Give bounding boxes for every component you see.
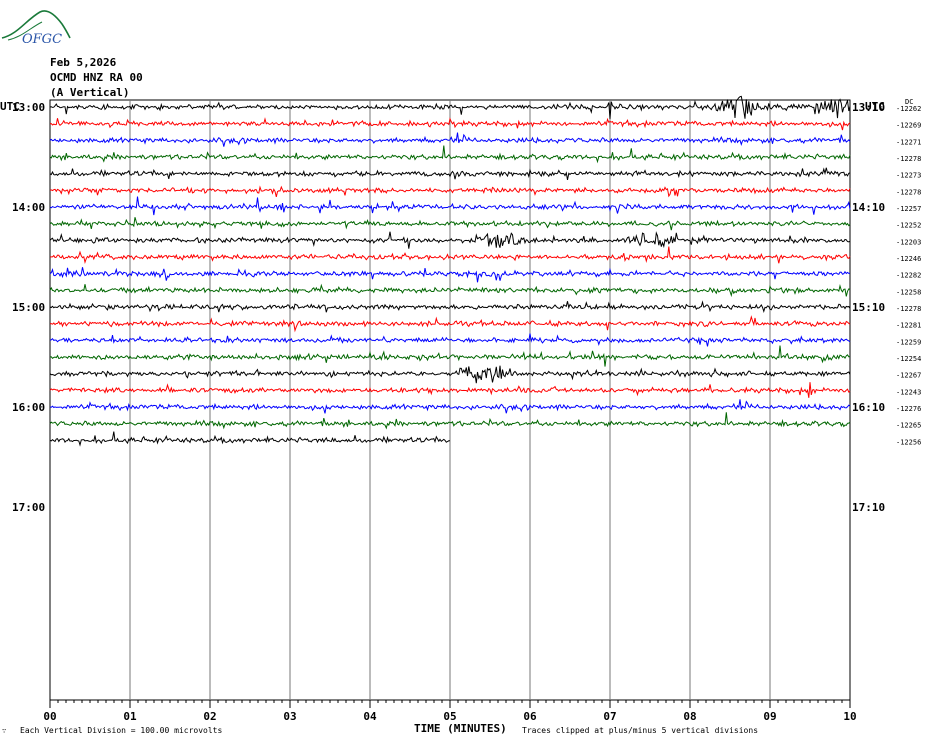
corner-mark: ∵ bbox=[2, 727, 7, 735]
dc-offset-label: -12252 bbox=[896, 222, 921, 230]
seismic-trace-row bbox=[49, 315, 851, 333]
right-hour-label: 16:10 bbox=[852, 401, 885, 414]
dc-offset-label: -12278 bbox=[896, 305, 921, 313]
seismic-trace-row bbox=[49, 283, 851, 298]
right-timezone-label: UTC bbox=[865, 100, 885, 113]
dc-offset-label: -12243 bbox=[896, 388, 921, 396]
x-tick-label: 10 bbox=[843, 710, 856, 723]
x-tick-label: 03 bbox=[283, 710, 296, 723]
left-hour-label: 16:00 bbox=[12, 401, 45, 414]
dc-offset-label: -12278 bbox=[896, 155, 921, 163]
seismic-trace-row bbox=[49, 246, 851, 265]
seismic-trace-row bbox=[49, 382, 851, 398]
ofgc-logo-icon: OFGC bbox=[1, 10, 71, 46]
x-tick-label: 02 bbox=[203, 710, 216, 723]
left-hour-label: 14:00 bbox=[12, 201, 45, 214]
seismic-trace-row bbox=[49, 167, 851, 180]
seismic-trace-row bbox=[49, 117, 851, 131]
left-hour-label: 15:00 bbox=[12, 301, 45, 314]
seismic-trace-row bbox=[49, 267, 850, 283]
x-tick-label: 07 bbox=[603, 710, 616, 723]
right-hour-label: 17:10 bbox=[852, 501, 885, 514]
dc-offset-label: -12257 bbox=[896, 205, 921, 213]
station-name: OCMD HNZ RA 00 bbox=[50, 71, 143, 84]
dc-offset-label: -12259 bbox=[896, 338, 921, 346]
plot-date: Feb 5,2026 bbox=[50, 56, 117, 69]
x-tick-label: 01 bbox=[123, 710, 137, 723]
dc-offset-label: -12262 bbox=[896, 105, 921, 113]
dc-offset-label: -12265 bbox=[896, 422, 921, 430]
dc-offset-label: -12271 bbox=[896, 138, 921, 146]
right-hour-label: 15:10 bbox=[852, 301, 885, 314]
seismic-trace-row bbox=[49, 399, 851, 414]
left-hour-label: 13:00 bbox=[12, 101, 45, 114]
dc-offset-label: -12269 bbox=[896, 122, 921, 130]
scale-note: Each Vertical Division = 100.00 microvol… bbox=[20, 726, 223, 735]
dc-label: DC bbox=[905, 98, 913, 106]
seismic-trace-row bbox=[49, 431, 451, 447]
x-tick-label: 09 bbox=[763, 710, 776, 723]
right-hour-label: 13:10 bbox=[852, 101, 885, 114]
dc-offset-label: -12246 bbox=[896, 255, 921, 263]
dc-offset-label: -12256 bbox=[896, 438, 921, 446]
x-tick-label: 08 bbox=[683, 710, 696, 723]
seismic-trace-row bbox=[49, 412, 851, 430]
dc-offset-label: -12273 bbox=[896, 172, 921, 180]
x-axis-title: TIME (MINUTES) bbox=[414, 722, 507, 735]
left-timezone-label: UTC bbox=[0, 100, 20, 113]
dc-offset-label: -12203 bbox=[896, 238, 921, 246]
dc-offset-label: -12278 bbox=[896, 188, 921, 196]
dc-offset-label: -12282 bbox=[896, 272, 921, 280]
seismic-trace-row bbox=[49, 345, 851, 367]
x-tick-label: 06 bbox=[523, 710, 537, 723]
seismic-trace-row bbox=[49, 217, 851, 231]
seismic-trace-row bbox=[49, 196, 851, 216]
right-hour-label: 14:10 bbox=[852, 201, 885, 214]
x-tick-label: 05 bbox=[443, 710, 456, 723]
dc-offset-label: -12258 bbox=[896, 288, 921, 296]
dc-offset-label: -12254 bbox=[896, 355, 921, 363]
seismic-trace-row bbox=[49, 365, 851, 384]
x-tick-label: 04 bbox=[363, 710, 377, 723]
seismic-trace-row bbox=[49, 95, 851, 120]
svg-text:OFGC: OFGC bbox=[22, 32, 62, 46]
seismic-trace-row bbox=[49, 333, 851, 347]
dc-offset-label: -12276 bbox=[896, 405, 921, 413]
x-tick-label: 00 bbox=[43, 710, 56, 723]
seismic-trace-row bbox=[49, 145, 851, 164]
dc-offset-label: -12267 bbox=[896, 372, 921, 380]
seismic-trace-row bbox=[49, 231, 851, 249]
seismic-trace-row bbox=[49, 132, 851, 147]
seismic-trace-row bbox=[49, 185, 851, 198]
left-hour-label: 17:00 bbox=[12, 501, 45, 514]
component-label: (A Vertical) bbox=[50, 86, 130, 99]
seismic-trace-row bbox=[49, 300, 851, 313]
clip-note: Traces clipped at plus/minus 5 vertical … bbox=[522, 726, 759, 735]
dc-offset-label: -12281 bbox=[896, 322, 921, 330]
